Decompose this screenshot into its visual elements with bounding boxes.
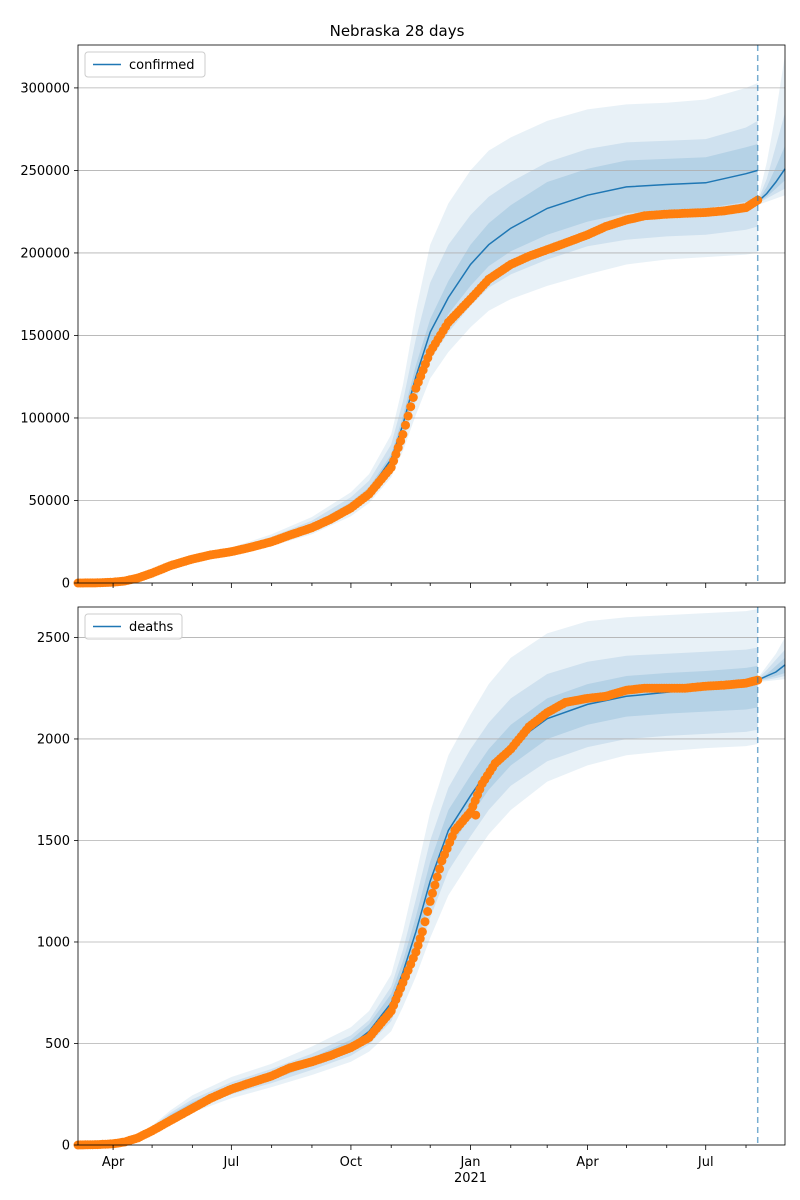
confirmed-y-tick-label: 300000 bbox=[20, 81, 70, 96]
deaths-axes-frame bbox=[77, 606, 786, 1146]
deaths-y-tick-label: 1000 bbox=[37, 935, 70, 950]
deaths-y-tick-label: 0 bbox=[62, 1139, 70, 1154]
confirmed-y-tick-label: 50000 bbox=[29, 494, 70, 509]
confirmed-panel: 0 50000 100000 150000 200000 250000 300000 con… bbox=[20, 44, 786, 592]
confirmed-y-tick-label: 0 bbox=[62, 577, 70, 592]
confirmed-observed-point bbox=[398, 430, 408, 439]
confirmed-observed-point bbox=[408, 393, 418, 402]
confirmed-forecast-band-0 bbox=[757, 54, 785, 206]
confirmed-forecast-line bbox=[757, 168, 786, 203]
deaths-y-tick-label: 2000 bbox=[37, 732, 70, 747]
confirmed-observed-point bbox=[401, 420, 410, 430]
deaths-x-tick-label: Jan bbox=[459, 1155, 480, 1170]
deaths-forecast-band-2 bbox=[757, 657, 785, 681]
confirmed-model-band-0 bbox=[78, 83, 758, 583]
confirmed-y-tick-label: 100000 bbox=[20, 411, 70, 426]
confirmed-observed-points bbox=[73, 195, 763, 588]
deaths-x-tick-label: Apr bbox=[576, 1155, 599, 1170]
confirmed-uncertainty-bands bbox=[78, 54, 785, 584]
confirmed-model-band-2 bbox=[78, 144, 758, 583]
deaths-observed-point bbox=[428, 888, 437, 898]
deaths-observed-point bbox=[432, 872, 442, 882]
deaths-observed-point bbox=[415, 934, 425, 944]
confirmed-observed-point bbox=[406, 402, 416, 412]
deaths-observed-point bbox=[430, 880, 440, 890]
legend-frame bbox=[84, 51, 206, 78]
confirmed-y-tick-label: 200000 bbox=[20, 246, 70, 261]
confirmed-y-tick-label: 250000 bbox=[20, 164, 70, 179]
deaths-x-tick-label: Oct bbox=[340, 1155, 362, 1170]
deaths-x-tick-sublabel: 2021 bbox=[454, 1171, 487, 1186]
deaths-x-tick-label: Jul bbox=[697, 1155, 714, 1170]
deaths-observed-point bbox=[471, 810, 481, 820]
confirmed-legend: confirmed bbox=[84, 51, 206, 78]
legend-label-deaths: deaths bbox=[129, 620, 174, 635]
confirmed-y-tick-label: 150000 bbox=[20, 329, 70, 344]
deaths-x-tick-label: Apr bbox=[102, 1155, 125, 1170]
deaths-axes bbox=[77, 606, 786, 1146]
confirmed-axes-frame bbox=[77, 44, 786, 584]
deaths-observed-point bbox=[417, 927, 427, 937]
confirmed-axes bbox=[77, 44, 786, 588]
deaths-observed-point bbox=[425, 896, 435, 906]
legend-frame bbox=[84, 613, 183, 640]
deaths-forecast-band-1 bbox=[757, 649, 785, 682]
deaths-observed-point bbox=[423, 907, 433, 916]
deaths-y-tick-label: 1500 bbox=[37, 834, 70, 849]
deaths-observed-point bbox=[413, 940, 423, 950]
deaths-observed-point bbox=[420, 917, 430, 927]
deaths-model-band-1 bbox=[78, 647, 758, 1145]
deaths-y-tick-label: 2500 bbox=[37, 631, 70, 646]
confirmed-y-ticks: 0 50000 100000 150000 200000 250000 300000 bbox=[20, 81, 78, 592]
legend-label-confirmed: confirmed bbox=[129, 58, 195, 73]
deaths-observed-point bbox=[435, 864, 445, 874]
confirmed-observed-point bbox=[403, 411, 413, 421]
confirmed-forecast-band-1 bbox=[757, 112, 785, 204]
deaths-y-ticks: 0 500 1000 1500 2000 2500 bbox=[37, 631, 78, 1154]
deaths-legend: deaths bbox=[84, 613, 183, 640]
deaths-model-band-0 bbox=[78, 609, 758, 1145]
deaths-observed-points bbox=[73, 675, 763, 1150]
confirmed-forecast-band-2 bbox=[757, 145, 785, 203]
deaths-x-tick-label: Jul bbox=[223, 1155, 240, 1170]
chart-title: Nebraska 28 days bbox=[330, 22, 465, 40]
deaths-y-tick-label: 500 bbox=[45, 1037, 70, 1052]
deaths-forecast-line bbox=[757, 664, 786, 681]
